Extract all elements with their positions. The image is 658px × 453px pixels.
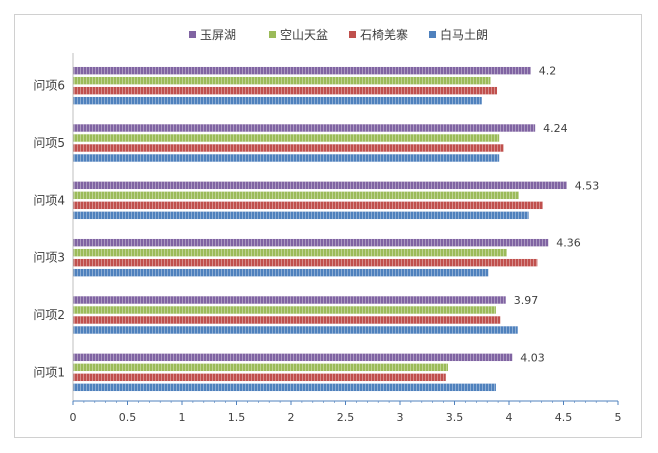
- bar-texture: [73, 154, 500, 162]
- bar-texture: [73, 201, 543, 210]
- bar-texture: [73, 373, 446, 382]
- bar-texture: [73, 134, 500, 142]
- bar-texture: [73, 306, 496, 314]
- bar-chart: 玉屏湖 空山天盆 石椅羌寨 白马土朗 4.033.974.364.534.244.2 …: [33, 27, 622, 424]
- bar-texture: [73, 76, 491, 85]
- x-tick-label: 4: [506, 411, 513, 424]
- bar-texture: [73, 191, 519, 200]
- bar-texture: [73, 316, 501, 324]
- bar-texture: [73, 248, 507, 257]
- legend-label: 玉屏湖: [200, 27, 236, 42]
- data-label: 4.03: [520, 351, 545, 364]
- bar-texture: [73, 66, 531, 75]
- legend-label: 白马土朗: [440, 27, 488, 42]
- x-tick-label: 0: [70, 411, 77, 424]
- bar-texture: [73, 326, 518, 334]
- legend-swatch: [269, 31, 276, 38]
- bar-texture: [73, 86, 498, 95]
- x-tick-label: 1: [179, 411, 186, 424]
- bar-texture: [73, 268, 489, 277]
- plot-area: 4.03 3.97 4.36 4.53 4.24 4.2: [73, 65, 600, 392]
- legend-swatch: [349, 31, 356, 38]
- x-tick-label: 1.5: [228, 411, 246, 424]
- x-tick-label: 3.5: [446, 411, 464, 424]
- legend-label: 石椅羌寨: [360, 27, 408, 42]
- data-label: 4.53: [575, 179, 600, 192]
- chart-frame: 玉屏湖 空山天盆 石椅羌寨 白马土朗 4.03 3.97 4.36 4.53 4.24 4.2 …: [14, 14, 642, 438]
- legend-swatch: [189, 31, 196, 38]
- bar-texture: [73, 124, 536, 132]
- data-label: 4.36: [556, 237, 581, 250]
- bar-texture: [73, 383, 496, 392]
- data-label: 4.24: [543, 122, 568, 135]
- legend: 玉屏湖 空山天盆 石椅羌寨 白马土朗: [189, 27, 488, 42]
- legend-swatch: [429, 31, 436, 38]
- x-tick-label: 4.5: [555, 411, 573, 424]
- bar-texture: [73, 96, 482, 105]
- data-label: 4.2: [539, 65, 557, 78]
- x-tick-label: 0.5: [119, 411, 137, 424]
- bar-texture: [73, 258, 538, 267]
- data-label: 3.97: [514, 294, 539, 307]
- bar-texture: [73, 181, 567, 190]
- category-label: 问项2: [33, 308, 65, 322]
- bar-texture: [73, 296, 506, 304]
- category-label: 问项6: [33, 79, 65, 93]
- legend-label: 空山天盆: [280, 28, 328, 42]
- category-label: 问项3: [33, 251, 65, 265]
- category-label: 问项5: [33, 136, 65, 150]
- x-tick-label: 3: [397, 411, 404, 424]
- x-tick-label: 2.5: [337, 411, 355, 424]
- bar-texture: [73, 144, 504, 152]
- bar-texture: [73, 353, 513, 362]
- category-label: 问项1: [33, 365, 65, 379]
- axes: 问项1 问项2 问项3 问项4 问项5 问项6 0 0.5 1 1.5 2 2.5 3 3.5 4 4.5 5: [33, 53, 622, 424]
- bar-texture: [73, 238, 549, 247]
- bar-texture: [73, 363, 448, 372]
- bar-texture: [73, 211, 529, 220]
- x-tick-label: 2: [288, 411, 295, 424]
- category-label: 问项4: [33, 193, 65, 207]
- x-tick-label: 5: [615, 411, 622, 424]
